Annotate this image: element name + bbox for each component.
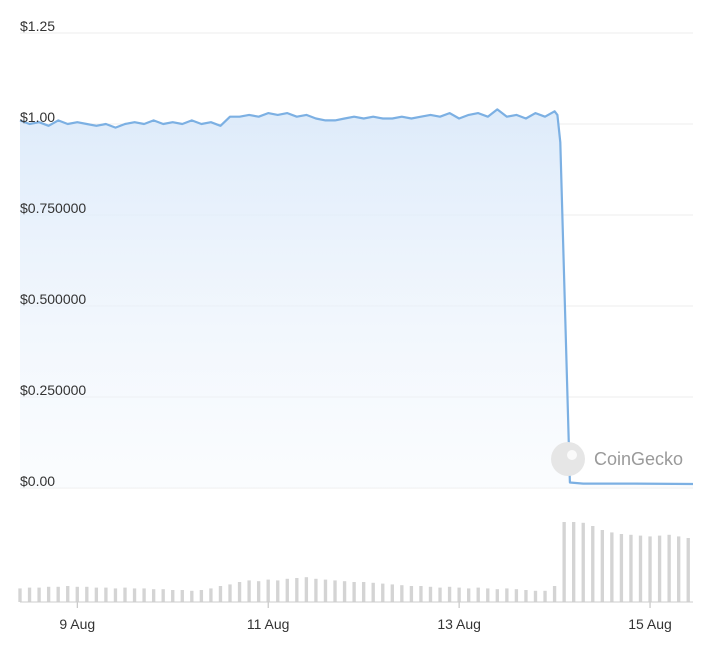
line-layer <box>19 108 694 486</box>
volume-bar <box>314 578 318 602</box>
volume-bar <box>505 588 509 602</box>
volume-bar <box>400 585 404 602</box>
volume-bar <box>56 586 60 602</box>
volume-bar <box>295 578 299 602</box>
x-tick-label: 9 Aug <box>59 616 95 632</box>
volume-bar <box>667 534 671 602</box>
volume-bar <box>46 586 51 602</box>
volume-bar <box>199 590 204 602</box>
volume-bar <box>419 586 423 602</box>
volume-bar <box>123 587 127 602</box>
y-tick-label: $0.00 <box>20 473 55 489</box>
volume-layer <box>18 522 690 602</box>
volume-bar <box>342 581 347 602</box>
volume-bar <box>572 522 576 602</box>
volume-bar <box>657 535 662 602</box>
volume-bar <box>333 580 337 602</box>
volume-bar <box>85 586 89 602</box>
volume-bar <box>381 583 385 602</box>
y-tick-label: $0.500000 <box>20 291 86 307</box>
volume-bar <box>352 582 356 602</box>
y-tick-label: $0.250000 <box>20 382 86 398</box>
volume-bar <box>514 589 519 602</box>
volume-bar <box>610 532 614 602</box>
volume-bar <box>562 522 566 602</box>
volume-bar <box>104 587 108 602</box>
volume-bar <box>151 589 156 602</box>
volume-bar <box>237 582 242 602</box>
volume-bar <box>27 587 32 602</box>
volume-bar <box>371 582 375 602</box>
volume-bar <box>390 584 394 602</box>
watermark: CoinGecko <box>551 442 683 476</box>
volume-bar <box>285 578 289 602</box>
area-layer <box>20 109 693 489</box>
volume-bar <box>323 579 328 602</box>
volume-bar <box>94 587 99 602</box>
x-tick-label: 11 Aug <box>247 616 290 632</box>
volume-bar <box>228 584 232 602</box>
watermark-logo <box>551 442 585 476</box>
x-tick-label: 13 Aug <box>437 616 481 632</box>
volume-bar <box>619 534 624 602</box>
volume-bar <box>466 588 471 602</box>
volume-bar <box>218 586 223 602</box>
price-area <box>20 109 693 489</box>
volume-bar <box>648 536 652 602</box>
volume-bar <box>180 590 184 602</box>
volume-bar <box>524 590 528 602</box>
volume-bar <box>304 577 309 602</box>
volume-bar <box>409 586 414 602</box>
volume-bar <box>66 586 70 602</box>
volume-bar <box>591 526 595 602</box>
volume-bar <box>190 590 194 602</box>
volume-bar <box>171 590 175 602</box>
volume-bar <box>495 589 499 602</box>
volume-bar <box>266 579 270 602</box>
volume-bar <box>142 588 146 602</box>
volume-bar <box>552 586 557 602</box>
x-tick-label: 15 Aug <box>628 616 672 632</box>
volume-bar <box>629 534 633 602</box>
volume-bar <box>37 587 41 602</box>
volume-bar <box>113 588 118 602</box>
y-tick-label: $1.25 <box>20 18 55 34</box>
watermark-text: CoinGecko <box>594 449 683 469</box>
volume-bar <box>132 588 137 602</box>
volume-bar <box>581 522 585 602</box>
price-line <box>19 108 694 486</box>
volume-bar <box>638 535 643 602</box>
y-tick-label: $1.00 <box>20 109 55 125</box>
volume-bar <box>438 587 442 602</box>
volume-bar <box>428 586 433 602</box>
volume-bar <box>533 590 538 602</box>
volume-bar <box>247 580 251 602</box>
volume-bar <box>361 582 366 602</box>
volume-bar <box>600 530 604 602</box>
volume-bar <box>276 580 280 602</box>
volume-bar <box>75 586 79 602</box>
volume-bar <box>256 581 261 602</box>
y-tick-label: $0.750000 <box>20 200 86 216</box>
volume-bar <box>457 587 461 602</box>
volume-bar <box>209 588 213 602</box>
volume-bar <box>447 586 452 602</box>
volume-bar <box>543 590 547 602</box>
volume-bar <box>677 536 681 602</box>
volume-bar <box>486 588 490 602</box>
volume-bar <box>161 589 165 602</box>
axis-labels: $0.00 $0.250000 $0.500000 $0.750000 $1.00 $1.… <box>20 18 693 632</box>
volume-bar <box>18 588 22 602</box>
watermark-logo-eye <box>567 450 577 460</box>
volume-bar <box>476 587 480 602</box>
volume-bar <box>686 538 690 602</box>
